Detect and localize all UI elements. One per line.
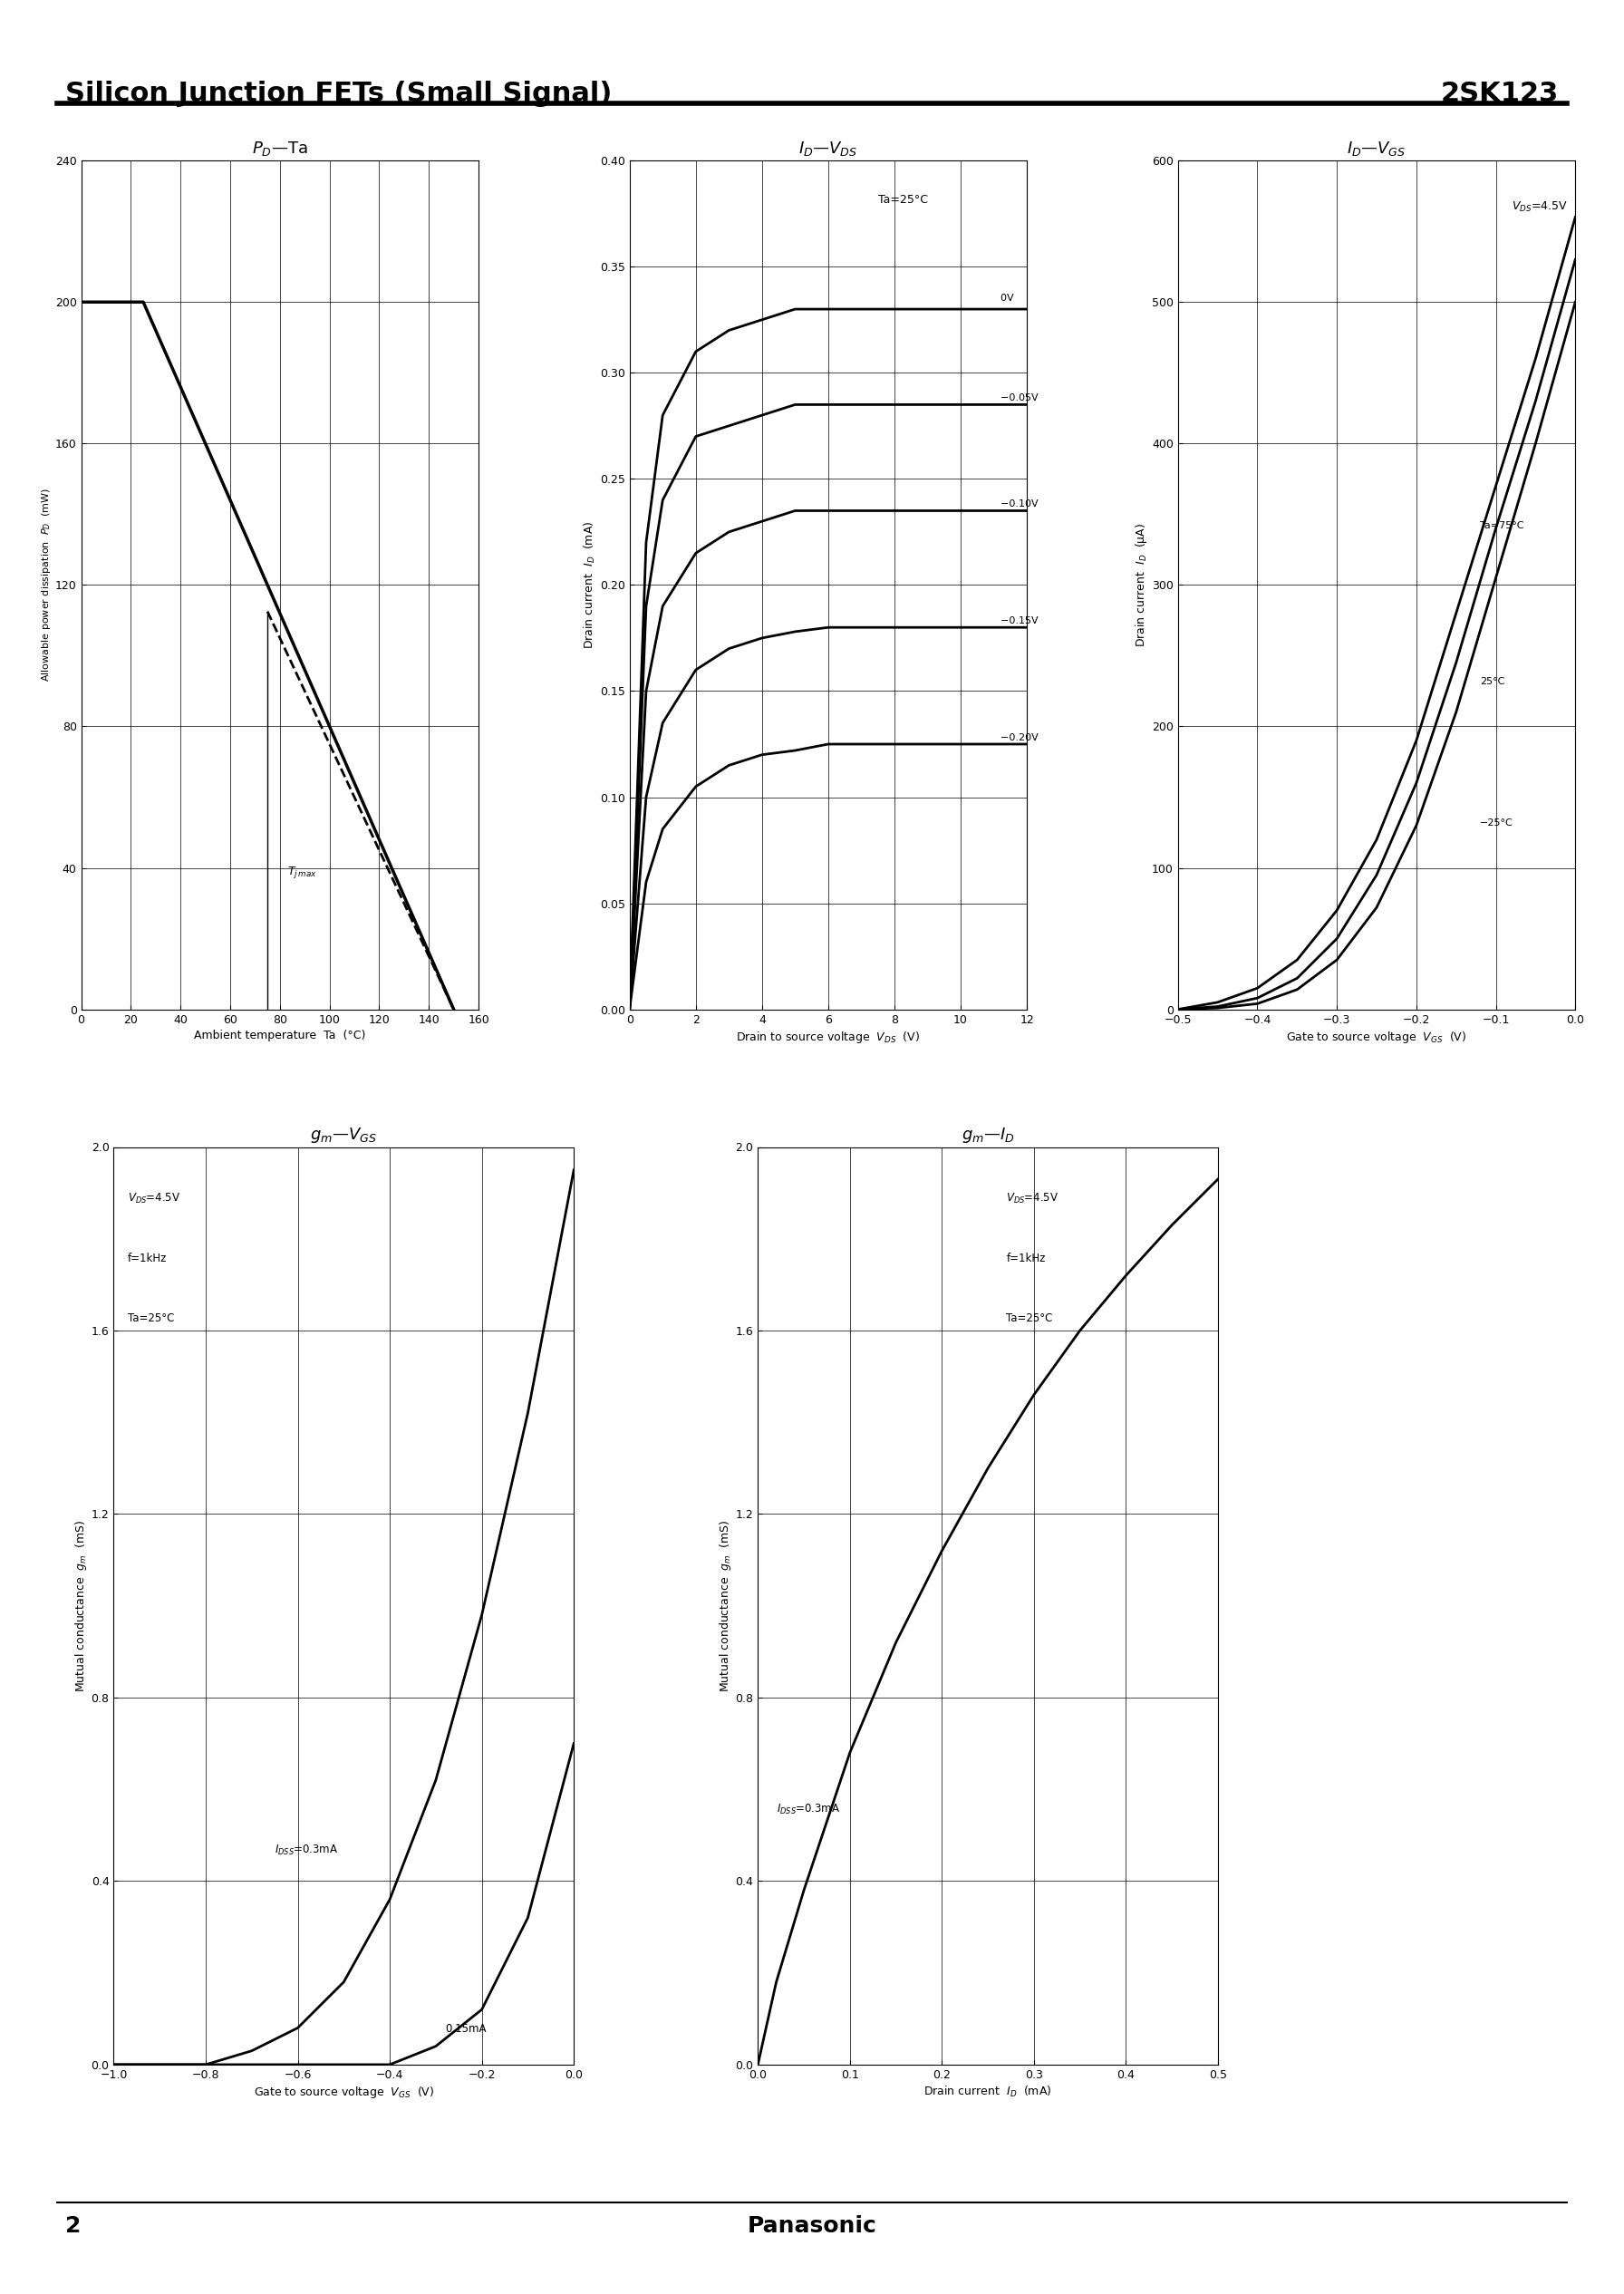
Y-axis label: Mutual conductance  $g_m$  (mS): Mutual conductance $g_m$ (mS): [73, 1519, 89, 1693]
Y-axis label: Allowable power dissipation  $P_D$  (mW): Allowable power dissipation $P_D$ (mW): [41, 489, 52, 681]
Text: −0.05V: −0.05V: [994, 395, 1038, 404]
Text: 25°C: 25°C: [1479, 677, 1505, 686]
X-axis label: Drain to source voltage  $V_{DS}$  (V): Drain to source voltage $V_{DS}$ (V): [736, 1030, 921, 1044]
Y-axis label: Drain current  $I_D$  (mA): Drain current $I_D$ (mA): [583, 521, 598, 649]
Title: $g_m$—$I_D$: $g_m$—$I_D$: [961, 1126, 1015, 1145]
Text: f=1kHz: f=1kHz: [1007, 1253, 1046, 1264]
Title: $P_D$—Ta: $P_D$—Ta: [252, 140, 309, 158]
Text: 0.15mA: 0.15mA: [445, 2023, 486, 2035]
Text: 2SK123: 2SK123: [1440, 80, 1559, 106]
Text: Silicon Junction FETs (Small Signal): Silicon Junction FETs (Small Signal): [65, 80, 612, 106]
X-axis label: Gate to source voltage  $V_{GS}$  (V): Gate to source voltage $V_{GS}$ (V): [253, 2085, 434, 2099]
Title: $g_m$—$V_{GS}$: $g_m$—$V_{GS}$: [310, 1126, 377, 1145]
Text: $V_{DS}$=4.5V: $V_{DS}$=4.5V: [1512, 200, 1567, 213]
Text: Ta=75°C: Ta=75°C: [1479, 521, 1523, 530]
Y-axis label: Drain current  $I_D$  (μA): Drain current $I_D$ (μA): [1134, 523, 1150, 647]
Text: $T_{j\,max}$: $T_{j\,max}$: [287, 865, 317, 881]
Text: $I_{DSS}$=0.3mA: $I_{DSS}$=0.3mA: [776, 1803, 840, 1817]
Text: $V_{DS}$=4.5V: $V_{DS}$=4.5V: [128, 1193, 180, 1207]
Text: Ta=25°C: Ta=25°C: [1007, 1312, 1052, 1324]
Title: $I_D$—$V_{DS}$: $I_D$—$V_{DS}$: [799, 140, 857, 158]
Text: f=1kHz: f=1kHz: [128, 1253, 167, 1264]
Text: $I_{DSS}$=0.3mA: $I_{DSS}$=0.3mA: [274, 1844, 338, 1858]
Text: −0.20V: −0.20V: [994, 734, 1038, 743]
Text: −0.15V: −0.15V: [994, 617, 1038, 626]
X-axis label: Ambient temperature  Ta  (°C): Ambient temperature Ta (°C): [195, 1030, 365, 1041]
Text: −25°C: −25°C: [1479, 819, 1514, 828]
Title: $I_D$—$V_{GS}$: $I_D$—$V_{GS}$: [1346, 140, 1406, 158]
X-axis label: Gate to source voltage  $V_{GS}$  (V): Gate to source voltage $V_{GS}$ (V): [1286, 1030, 1466, 1044]
X-axis label: Drain current  $I_D$  (mA): Drain current $I_D$ (mA): [924, 2085, 1052, 2099]
Text: $V_{DS}$=4.5V: $V_{DS}$=4.5V: [1007, 1193, 1059, 1207]
Text: Ta=25°C: Ta=25°C: [879, 195, 927, 206]
Text: −0.10V: −0.10V: [994, 500, 1038, 509]
Y-axis label: Mutual conductance  $g_m$  (mS): Mutual conductance $g_m$ (mS): [718, 1519, 732, 1693]
Text: 0V: 0V: [994, 294, 1013, 303]
Text: 2: 2: [65, 2216, 81, 2237]
Text: Ta=25°C: Ta=25°C: [128, 1312, 174, 1324]
Text: Panasonic: Panasonic: [747, 2216, 877, 2237]
